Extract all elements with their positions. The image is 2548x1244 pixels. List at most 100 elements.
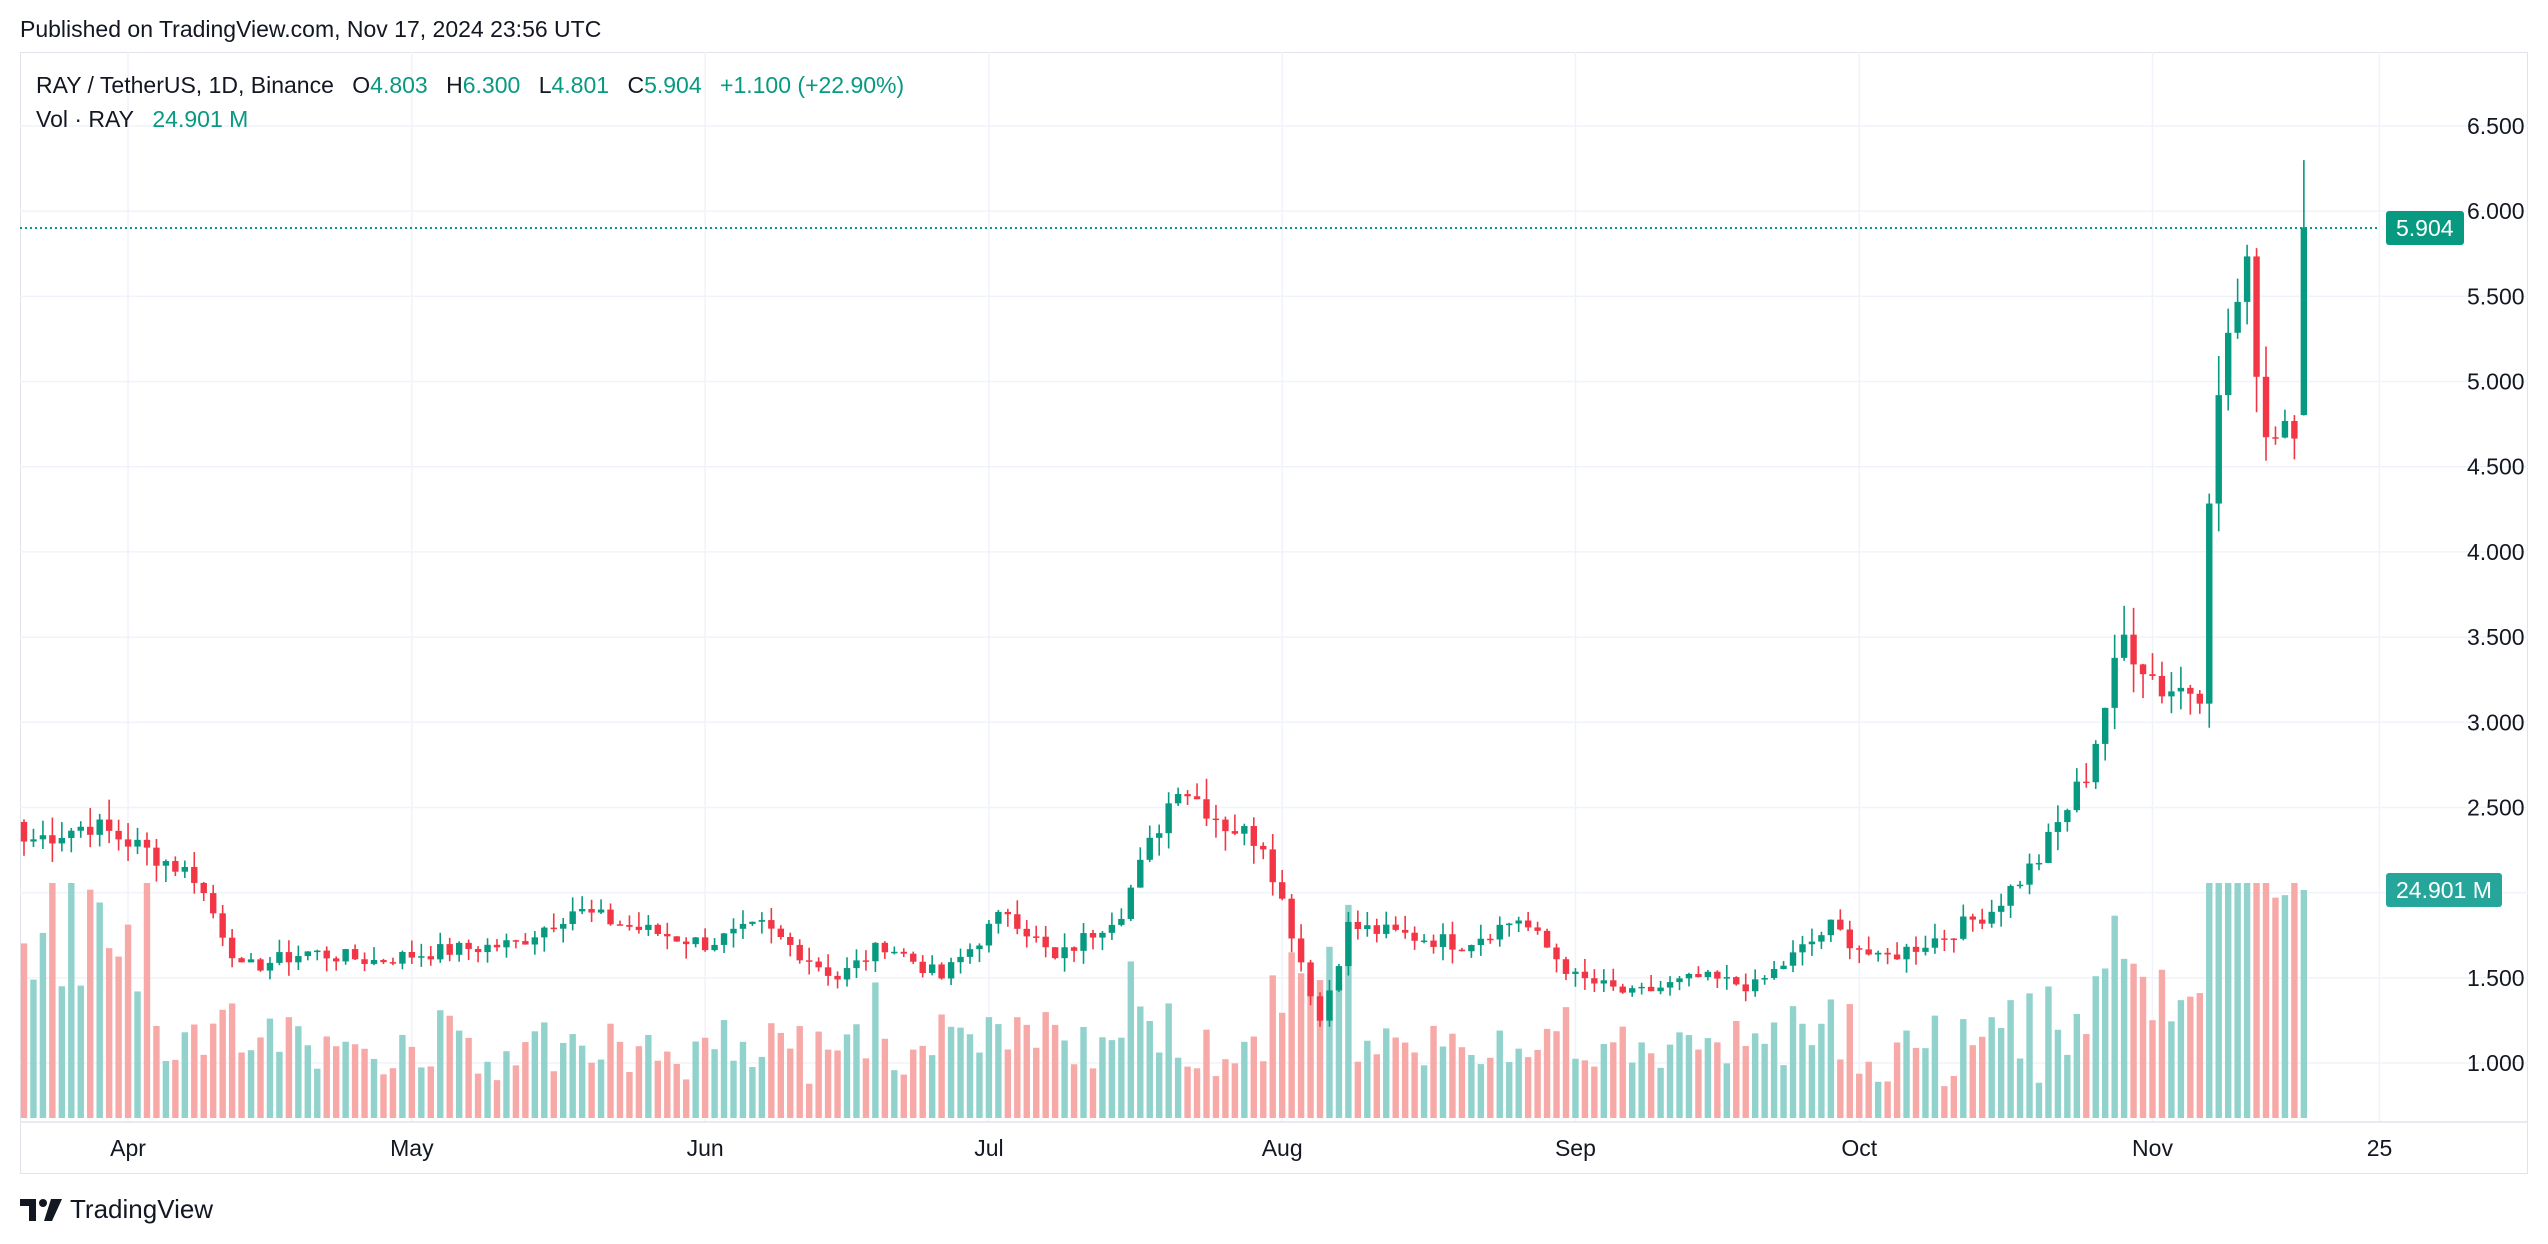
volume-bar [1818, 1023, 1825, 1118]
candle-body [664, 933, 671, 937]
volume-bar [1061, 1040, 1068, 1118]
candle-body [1496, 924, 1503, 940]
candle-body [1156, 833, 1163, 838]
volume-bar [1751, 1033, 1759, 1118]
candle-body [2045, 831, 2052, 863]
high-value: 6.300 [462, 72, 521, 98]
volume-bar [1487, 1057, 1494, 1118]
candle-body [418, 956, 425, 958]
candle-body [2206, 503, 2213, 704]
candle-body [1742, 984, 1749, 992]
candle-body [2064, 810, 2071, 823]
volume-bar [1647, 1053, 1655, 1118]
volume-bar [2054, 1029, 2062, 1118]
volume-bar [1212, 1076, 1220, 1118]
volume-bar [1203, 1029, 1210, 1118]
volume-bar [569, 1034, 576, 1118]
candle-body [1477, 938, 1485, 946]
volume-bar [257, 1037, 264, 1118]
candle-body [720, 933, 728, 945]
chart-frame[interactable] [20, 52, 2528, 1174]
volume-bar [1619, 1026, 1626, 1118]
volume-bar [1051, 1024, 1059, 1118]
candle-body [1392, 924, 1399, 930]
candle-body [427, 956, 434, 960]
candle-body [1714, 971, 1721, 979]
volume-bar [2253, 883, 2260, 1118]
x-tick-label: Sep [1555, 1135, 1596, 1161]
candle-body [910, 953, 917, 962]
candle-body [2139, 664, 2147, 675]
candle-body [843, 968, 851, 980]
candle-body [2168, 691, 2175, 697]
volume-bar [427, 1066, 434, 1118]
volume-bar [276, 1051, 283, 1118]
candle-body [1610, 980, 1617, 987]
candle-body [947, 962, 955, 979]
candle-body [20, 821, 28, 842]
volume-bar [181, 1032, 189, 1118]
candle-body [1307, 962, 1314, 997]
volume-bar [720, 1020, 728, 1118]
candle-body [1420, 940, 1428, 943]
volume-bar [134, 991, 141, 1118]
candle-body [881, 942, 889, 953]
volume-bar [1685, 1035, 1693, 1118]
volume-bar [1903, 1030, 1910, 1118]
candle-body [2281, 421, 2289, 438]
volume-bar [2300, 890, 2308, 1118]
volume-bar [1070, 1064, 1078, 1118]
volume-bar [2224, 883, 2232, 1118]
grid-lines [20, 52, 2528, 1123]
candle-body [560, 923, 567, 929]
candle-body [2272, 437, 2279, 439]
candle-body [1146, 837, 1153, 860]
volume-bar [928, 1055, 936, 1118]
volume-bar [607, 1023, 614, 1118]
volume-bar [578, 1045, 586, 1118]
candle-body [1458, 949, 1466, 952]
volume-bar [1742, 1046, 1749, 1118]
volume-bar [1496, 1030, 1503, 1118]
candle-body [1818, 935, 1825, 942]
volume-bar [654, 1060, 662, 1118]
volume-bar [1156, 1052, 1163, 1118]
volume-bar [380, 1074, 387, 1118]
candle-body [1108, 924, 1116, 933]
volume-bar [910, 1049, 917, 1118]
candle-body [1061, 947, 1068, 959]
volume-bar [1468, 1054, 1475, 1118]
volume-bar [1950, 1076, 1958, 1118]
candle-body [711, 944, 718, 951]
candle-body [1222, 819, 1229, 832]
close-label: C [627, 72, 645, 98]
tradingview-logo[interactable]: TradingView [20, 1194, 213, 1225]
x-tick-label: Nov [2132, 1135, 2173, 1161]
volume-bar [862, 1058, 870, 1118]
candle-body [1572, 971, 1579, 974]
candle-body [2111, 657, 2118, 708]
volume-bar [1969, 1045, 1976, 1118]
candle-body [1127, 887, 1135, 919]
candle-body [1165, 803, 1172, 834]
volume-bar [550, 1071, 557, 1118]
volume-bars [20, 883, 2308, 1118]
candle-body [966, 949, 974, 957]
candle-body [1922, 947, 1929, 952]
candle-body [1089, 933, 1097, 938]
candle-body [380, 960, 387, 963]
candle-body [124, 839, 132, 847]
candle-body [1751, 979, 1759, 992]
volume-bar [1666, 1044, 1674, 1118]
candle-body [1241, 826, 1248, 834]
volume-bar [1629, 1062, 1636, 1118]
candle-body [408, 951, 416, 958]
candle-body [1988, 911, 1995, 924]
candle-body [1316, 996, 1324, 1021]
volume-bar [1997, 1027, 2005, 1118]
volume-bar [995, 1024, 1002, 1118]
candle-body [701, 937, 709, 951]
candle-body [1118, 918, 1125, 925]
candle-body [2007, 885, 2014, 906]
